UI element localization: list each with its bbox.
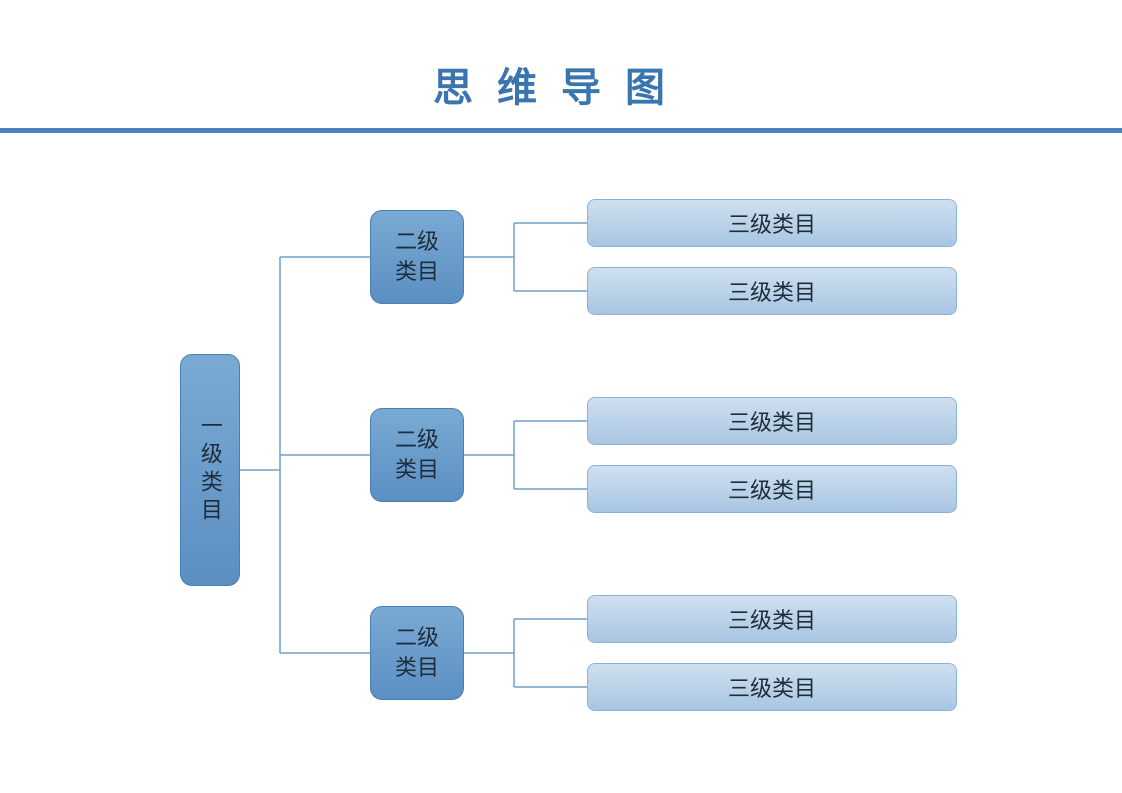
level1-node: 一级类目 [180, 354, 240, 586]
level3-leaf: 三级类目 [587, 663, 957, 711]
title-divider [0, 128, 1122, 133]
level3-leaf: 三级类目 [587, 465, 957, 513]
page-title: 思维导图 [0, 0, 1122, 128]
level3-leaf: 三级类目 [587, 397, 957, 445]
level3-leaf: 三级类目 [587, 595, 957, 643]
level2-node: 二级类目 [370, 606, 464, 700]
level2-node: 二级类目 [370, 408, 464, 502]
level3-leaf: 三级类目 [587, 199, 957, 247]
level3-leaf: 三级类目 [587, 267, 957, 315]
level2-node: 二级类目 [370, 210, 464, 304]
